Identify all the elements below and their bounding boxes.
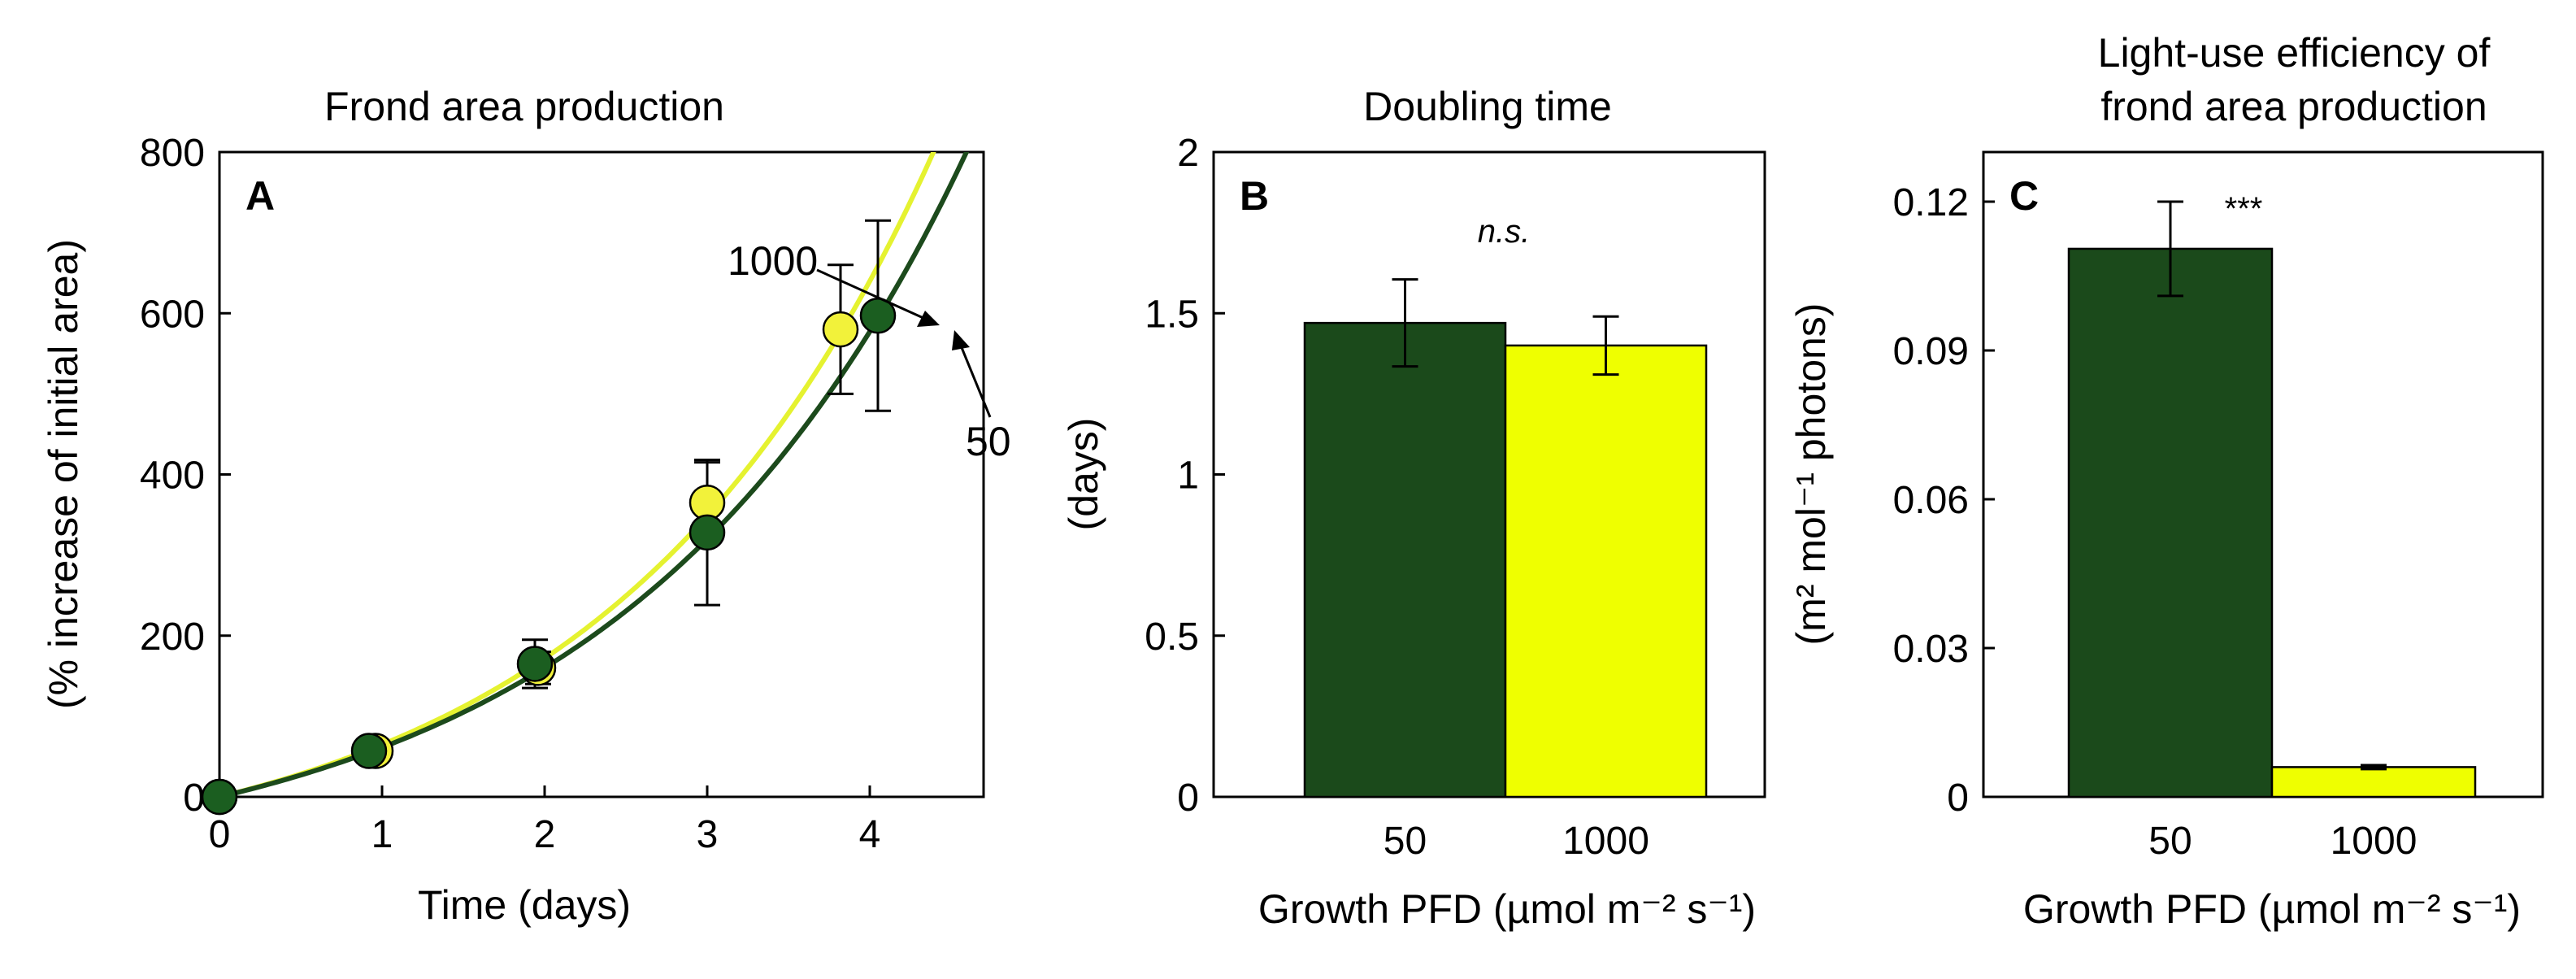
y-tick-label: 0 (1177, 777, 1199, 820)
panel-a-error-bars (356, 219, 891, 760)
y-tick-label: 2 (1177, 132, 1199, 175)
y-tick-label: 400 (140, 455, 205, 498)
panel-c: Light-use efficiency of frond area produ… (1788, 30, 2544, 932)
y-tick-label: 1.5 (1145, 293, 1199, 336)
panel-a-points (201, 297, 897, 816)
y-tick-label: 0.5 (1145, 616, 1199, 659)
annotation-1000-arrow (816, 268, 926, 320)
x-tick-label-1000: 1000 (1562, 820, 1649, 863)
panel-a-label: A (245, 173, 275, 219)
bar-1000 (2270, 766, 2477, 798)
x-tick-label: 0 (209, 813, 231, 856)
panel-b-bars (1303, 278, 1708, 798)
panel-c-title-line-2: frond area production (2100, 84, 2487, 129)
data-point-50 (201, 778, 238, 816)
panel-b-title: Doubling time (1363, 84, 1612, 129)
panel-b: Doubling time B n.s. 0 0.5 1 1.5 2 50 1000 Gr… (1061, 84, 1766, 932)
panel-c-y-ticks: 0 0.03 0.06 0.09 0.12 (1893, 181, 1995, 820)
y-tick-label: 600 (140, 293, 205, 336)
y-tick-label: 0 (183, 777, 205, 820)
panel-b-x-tick-labels: 50 1000 (1384, 820, 1649, 863)
panel-a-curves (219, 152, 970, 797)
y-tick-label: 0.09 (1893, 330, 1969, 373)
bar-1000 (1504, 344, 1708, 798)
y-tick-label: 0.12 (1893, 181, 1969, 224)
panel-a: Frond area production A 0 200 400 600 800 0 1… (41, 84, 1011, 928)
panel-c-significance: *** (2225, 191, 2263, 227)
x-tick-label: 4 (859, 813, 881, 856)
panel-b-x-label: Growth PFD (µmol m⁻² s⁻¹) (1258, 886, 1756, 932)
panel-b-y-ticks: 0 0.5 1 1.5 2 (1145, 132, 1225, 820)
panel-a-frame (218, 150, 985, 798)
panel-a-x-ticks: 0 1 2 3 4 (209, 785, 881, 856)
data-point-50 (689, 514, 726, 551)
x-tick-label: 3 (697, 813, 719, 856)
panel-b-significance: n.s. (1478, 214, 1530, 250)
panel-b-label: B (1240, 173, 1269, 219)
panel-a-y-label: (% increase of initial area) (41, 239, 86, 709)
fit-curve-1000 (219, 152, 936, 797)
annotation-50: 50 (966, 419, 1011, 464)
panel-a-x-label: Time (days) (418, 882, 631, 928)
panel-c-x-label: Growth PFD (µmol m⁻² s⁻¹) (2023, 886, 2521, 932)
annotation-50-arrow (959, 345, 992, 418)
data-point-50 (516, 646, 554, 682)
panel-b-y-label: (days) (1061, 418, 1106, 531)
fit-curve-50 (219, 152, 970, 797)
bar-50 (1303, 321, 1507, 798)
data-point-50 (350, 733, 388, 769)
y-tick-label: 0 (1947, 777, 1969, 820)
y-tick-label: 800 (140, 132, 205, 175)
y-tick-label: 1 (1177, 455, 1199, 498)
x-tick-label: 2 (534, 813, 556, 856)
panel-c-x-tick-labels: 50 1000 (2148, 820, 2417, 863)
annotation-1000: 1000 (728, 238, 818, 284)
annotation-50-arrowhead (952, 330, 970, 350)
y-tick-label: 0.06 (1893, 479, 1969, 522)
data-point-1000 (822, 311, 859, 348)
panel-c-title-line-1: Light-use efficiency of (2098, 30, 2491, 76)
panel-c-bars (2067, 200, 2477, 798)
panel-a-title: Frond area production (324, 84, 724, 129)
y-tick-label: 0.03 (1893, 628, 1969, 671)
panel-c-label: C (2009, 173, 2039, 219)
panel-c-y-label: (m² mol⁻¹ photons) (1788, 303, 1834, 646)
bar-50 (2067, 247, 2274, 798)
x-tick-label: 1 (371, 813, 393, 856)
x-tick-label-1000: 1000 (2331, 820, 2417, 863)
annotation-1000-arrowhead (917, 311, 940, 327)
x-tick-label-50: 50 (2148, 820, 2192, 863)
y-tick-label: 200 (140, 616, 205, 659)
panel-a-y-ticks: 0 200 400 600 800 (140, 132, 231, 820)
x-tick-label-50: 50 (1384, 820, 1427, 863)
